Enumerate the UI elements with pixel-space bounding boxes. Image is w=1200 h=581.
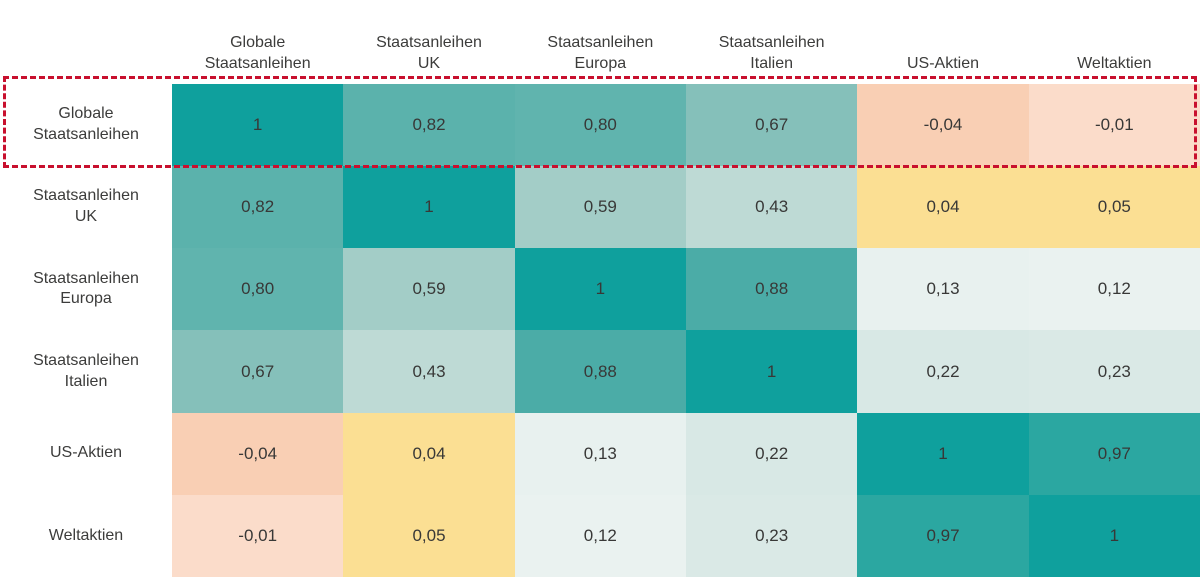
matrix-cell: -0,04	[857, 84, 1029, 167]
matrix-cell: 0,12	[1028, 248, 1200, 331]
matrix-cell: 0,59	[343, 248, 515, 331]
col-header: Staatsanleihen Europa	[514, 0, 686, 84]
row-label: Staatsanleihen UK	[0, 166, 172, 249]
matrix-cell: -0,04	[172, 412, 344, 495]
col-header: Staatsanleihen Italien	[685, 0, 858, 84]
row-label: US-Aktien	[0, 412, 172, 495]
matrix-cell: -0,01	[172, 494, 344, 577]
matrix-cell: 1	[1028, 494, 1200, 577]
row-label: Staatsanleihen Europa	[0, 248, 172, 331]
row-label: Globale Staatsanleihen	[0, 84, 172, 167]
matrix-cell: 0,43	[685, 166, 858, 249]
matrix-cell: 0,82	[343, 84, 515, 167]
matrix-cell: 0,80	[172, 248, 344, 331]
matrix-cell: 0,88	[685, 248, 858, 331]
matrix-cell: 1	[685, 330, 858, 413]
col-header: Staatsanleihen UK	[343, 0, 515, 84]
matrix-cell: 0,05	[1028, 166, 1200, 249]
matrix-cell: 0,97	[857, 494, 1029, 577]
matrix-cell: 0,97	[1028, 412, 1200, 495]
matrix-cell: 0,22	[685, 412, 858, 495]
matrix-cell: 0,05	[343, 494, 515, 577]
corner-cell	[0, 0, 172, 84]
matrix-cell: 0,59	[514, 166, 686, 249]
matrix-cell: 1	[857, 412, 1029, 495]
row-label: Weltaktien	[0, 494, 172, 577]
matrix-cell: 0,43	[343, 330, 515, 413]
matrix-cell: 0,67	[685, 84, 858, 167]
matrix-cell: 0,12	[514, 494, 686, 577]
col-header: Weltaktien	[1028, 0, 1200, 84]
col-header: Globale Staatsanleihen	[172, 0, 344, 84]
col-header: US-Aktien	[857, 0, 1029, 84]
row-label: Staatsanleihen Italien	[0, 330, 172, 413]
matrix-cell: 0,67	[172, 330, 344, 413]
matrix-cell: 1	[514, 248, 686, 331]
matrix-cell: 0,04	[857, 166, 1029, 249]
matrix-cell: 1	[343, 166, 515, 249]
matrix-cell: 0,13	[857, 248, 1029, 331]
matrix-cell: 0,22	[857, 330, 1029, 413]
matrix-cell: -0,01	[1028, 84, 1200, 167]
matrix-cell: 0,23	[1028, 330, 1200, 413]
matrix-cell: 1	[172, 84, 344, 167]
matrix-cell: 0,13	[514, 412, 686, 495]
matrix-cell: 0,23	[685, 494, 858, 577]
matrix-cell: 0,88	[514, 330, 686, 413]
matrix-cell: 0,80	[514, 84, 686, 167]
matrix-cell: 0,82	[172, 166, 344, 249]
matrix-cell: 0,04	[343, 412, 515, 495]
